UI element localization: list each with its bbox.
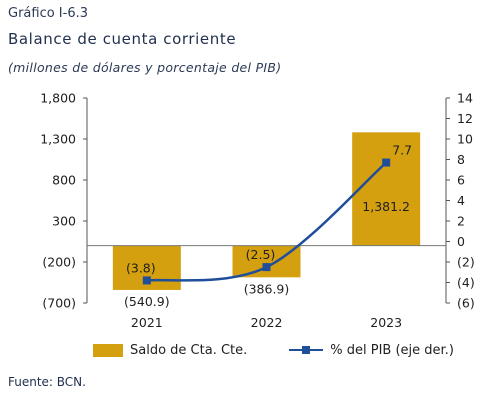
left-tick-label: (700)	[42, 296, 76, 311]
x-tick-label: 2021	[131, 315, 163, 330]
right-tick-label: 4	[457, 193, 465, 208]
bar-data-label: (540.9)	[124, 294, 170, 309]
line-point-2021	[142, 276, 151, 285]
bar-data-label: (386.9)	[244, 281, 290, 296]
bar-data-label: 1,381.2	[362, 199, 410, 214]
legend-item-line: % del PIB (eje der.)	[289, 343, 454, 358]
right-tick-label: (4)	[457, 275, 475, 290]
legend-item-bars: Saldo de Cta. Cte.	[93, 343, 247, 358]
right-tick-label: 6	[457, 173, 465, 188]
bar-2022	[232, 245, 301, 278]
right-tick-label: 2	[457, 214, 465, 229]
line-point-2023	[382, 158, 391, 167]
chart-source: Fuente: BCN.	[8, 375, 86, 389]
x-tick-label: 2022	[251, 315, 283, 330]
right-tick-label: (2)	[457, 255, 475, 270]
legend-label-bars: Saldo de Cta. Cte.	[130, 342, 248, 358]
line-data-label: 7.7	[392, 143, 412, 158]
right-tick-label: 8	[457, 152, 465, 167]
right-tick-label: (6)	[457, 296, 475, 311]
left-tick-label: 800	[52, 173, 76, 188]
chart-title: Balance de cuenta corriente	[8, 30, 237, 48]
legend-label-line: % del PIB (eje der.)	[330, 342, 454, 358]
line-data-label: (2.5)	[246, 247, 276, 262]
chart-subtitle: (millones de dólares y porcentaje del PI…	[8, 60, 282, 75]
left-tick-label: (200)	[42, 255, 76, 270]
legend-swatch-bars	[93, 343, 123, 357]
right-tick-label: 12	[457, 111, 473, 126]
x-tick-label: 2023	[370, 315, 402, 330]
chart-plot: (700) (200) 300 800 1,300 1,800 (6) (4) (2) 0 2 4 6 8…	[40, 91, 475, 331]
left-tick-label: 1,300	[40, 132, 76, 147]
left-tick-label: 300	[52, 214, 76, 229]
right-tick-label: 0	[457, 234, 465, 249]
line-data-label: (3.8)	[126, 260, 156, 275]
legend-swatch-line	[289, 343, 324, 357]
right-tick-label: 10	[457, 132, 473, 147]
right-tick-label: 14	[457, 91, 473, 106]
chart-legend: Saldo de Cta. Cte. % del PIB (eje der.)	[93, 340, 454, 360]
chart-label: Gráfico I-6.3	[8, 6, 89, 21]
line-point-2022	[262, 263, 271, 272]
left-tick-label: 1,800	[40, 91, 76, 106]
bar-2023	[352, 132, 421, 246]
